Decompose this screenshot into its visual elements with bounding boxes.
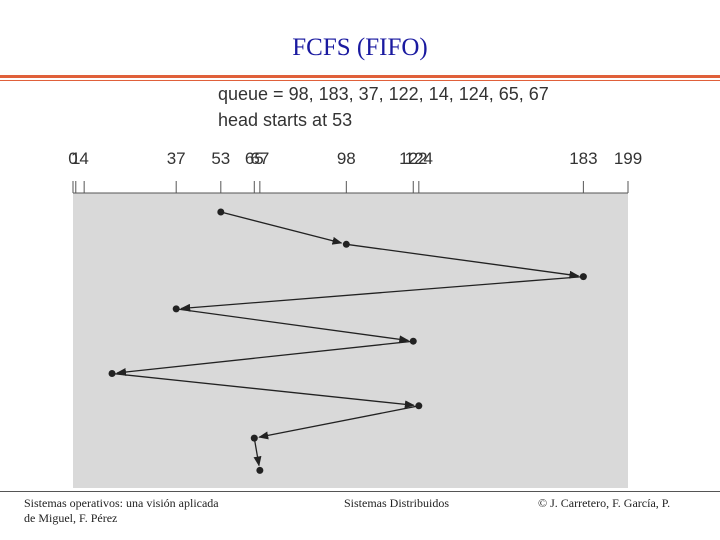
request-point-124 [415, 402, 423, 410]
footer-left: Sistemas operativos: una visión aplicada… [24, 496, 219, 526]
axis-tick-label-1: 1 [71, 149, 80, 168]
axis-tick-label-183: 183 [569, 149, 597, 168]
move-arrow-98-to-183 [346, 243, 580, 279]
footer-right: © J. Carretero, F. García, P. [538, 496, 671, 510]
footer-book-authors: de Miguel, F. Pérez [24, 511, 118, 525]
request-point-53 [217, 208, 225, 216]
slide-title: FCFS (FIFO) [292, 34, 428, 61]
move-arrow-124-to-65 [258, 405, 419, 440]
footer-book-title: Sistemas operativos: una visión aplicada [24, 496, 219, 510]
move-arrow-14-to-124 [111, 372, 415, 409]
move-arrow-37-to-122 [176, 308, 410, 344]
axis-tick-label-122: 122 [399, 149, 427, 168]
axis-tick-label-124: 124 [405, 149, 433, 168]
request-point-122 [409, 337, 417, 345]
axis-tick-label-53: 53 [211, 149, 230, 168]
axis-tick-label-0: 0 [68, 149, 77, 168]
request-point-183 [579, 273, 587, 281]
request-point-67 [256, 466, 264, 474]
axis-tick-label-4: 4 [79, 149, 88, 168]
request-point-98 [342, 240, 350, 248]
move-arrow-183-to-37 [180, 275, 584, 312]
request-point-37 [172, 305, 180, 313]
footer-rule [0, 491, 720, 492]
diagram-panel [73, 193, 628, 488]
request-point-65 [250, 434, 258, 442]
axis-tick-label-98: 98 [337, 149, 356, 168]
axis-tick-label-199: 199 [614, 149, 642, 168]
request-point-14 [108, 370, 116, 377]
footer-center: Sistemas Distribuidos [344, 496, 450, 510]
move-arrow-122-to-14 [116, 340, 414, 376]
move-arrow-65-to-67 [253, 437, 262, 467]
axis-tick-label-67: 67 [250, 149, 269, 168]
queue-caption: queue = 98, 183, 37, 122, 14, 124, 65, 6… [218, 84, 549, 104]
axis-tick-label-65: 65 [245, 149, 264, 168]
axis-tick-label-37: 37 [167, 149, 186, 168]
head-caption: head starts at 53 [218, 110, 353, 130]
move-arrow-53-to-98 [220, 211, 343, 245]
title-rule [0, 75, 720, 78]
title-rule-thin [0, 80, 720, 81]
